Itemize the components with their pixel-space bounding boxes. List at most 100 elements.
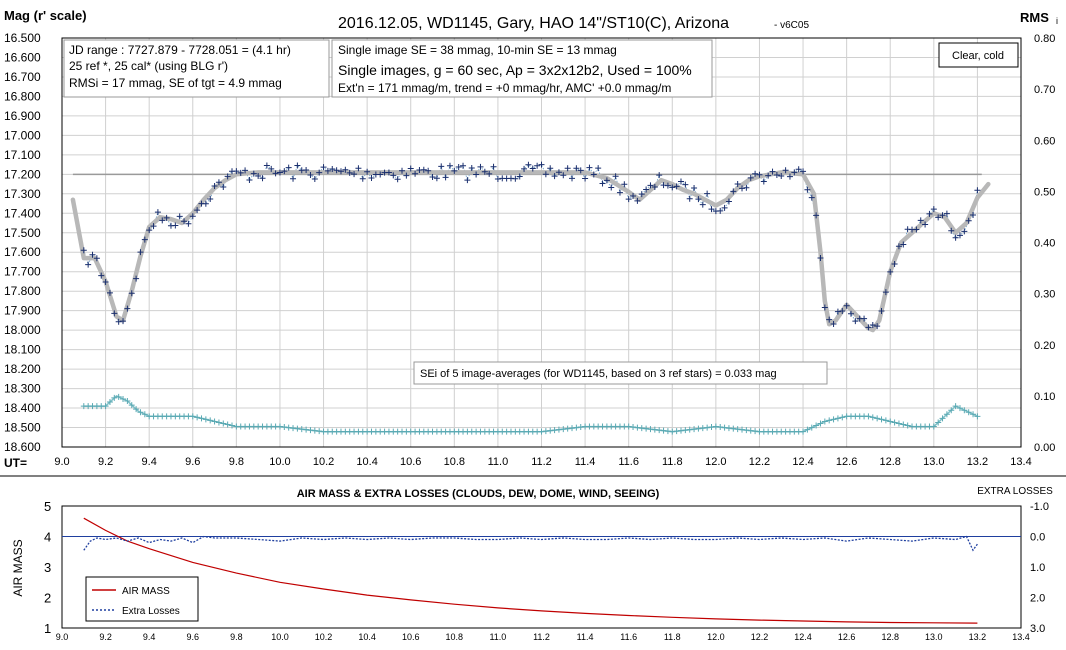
top-y-tick-label-left: 17.200 xyxy=(4,167,41,181)
mag-data-point xyxy=(612,173,619,180)
mag-data-point xyxy=(359,175,366,182)
top-ticks: 9.0 9.2 9.4 9.6 9.8 10.0 10.2 10.4 10.6 10.8 11.0 1… xyxy=(4,31,1055,468)
rms-data-point xyxy=(229,422,236,429)
mag-data-point xyxy=(486,170,493,177)
rms-data-point xyxy=(638,425,645,432)
mag-data-point xyxy=(89,251,96,258)
rms-data-point xyxy=(704,424,711,431)
rms-data-point xyxy=(207,417,214,424)
rms-data-point xyxy=(834,415,841,422)
rms-data-point xyxy=(874,415,881,422)
rms-data-point xyxy=(682,427,689,434)
mag-data-point xyxy=(237,169,244,176)
mag-data-point xyxy=(839,308,846,315)
top-x-tick-label: 10.2 xyxy=(313,456,334,468)
mag-data-point xyxy=(481,168,488,175)
top-y-tick-label-left: 18.500 xyxy=(4,421,41,435)
mag-data-point xyxy=(590,171,597,178)
mag-data-point xyxy=(207,196,214,203)
mag-data-point xyxy=(730,188,737,195)
mag-data-point xyxy=(638,191,645,198)
mag-data-point xyxy=(677,178,684,185)
rms-data-point xyxy=(551,427,558,434)
mag-data-point xyxy=(765,172,772,179)
bottom-y-tick-label-left: 4 xyxy=(44,530,51,545)
mag-data-point xyxy=(263,162,270,169)
mag-data-point xyxy=(542,171,549,178)
top-y-tick-label-right: 0.80 xyxy=(1034,33,1055,45)
mag-data-point xyxy=(625,196,632,203)
mag-data-point xyxy=(455,163,462,170)
mag-data-point xyxy=(185,220,192,227)
mag-data-point xyxy=(769,168,776,175)
mag-data-point xyxy=(948,227,955,234)
bottom-x-tick-label: 12.6 xyxy=(838,632,856,642)
mag-data-point xyxy=(551,173,558,180)
mag-data-point xyxy=(813,212,820,219)
mag-data-point xyxy=(394,176,401,183)
rms-data-point xyxy=(677,427,684,434)
rms-data-point xyxy=(930,423,937,430)
mag-data-point xyxy=(852,318,859,325)
info-line-2: 25 ref *, 25 cal* (using BLG r') xyxy=(69,59,228,73)
rms-data-point xyxy=(935,419,942,426)
top-x-tick-label: 12.0 xyxy=(705,456,726,468)
bottom-y-tick-label-left: 5 xyxy=(44,499,51,514)
mag-data-point xyxy=(120,318,127,325)
top-y-tick-label-left: 17.800 xyxy=(4,284,41,298)
mag-data-point xyxy=(970,211,977,218)
mag-data-point xyxy=(956,232,963,239)
rms-data-point xyxy=(800,428,807,435)
top-xlabel: UT= xyxy=(4,456,27,470)
mag-data-point xyxy=(194,207,201,214)
rms-data-point xyxy=(538,428,545,435)
mag-data-point xyxy=(464,177,471,184)
rms-data-point xyxy=(712,423,719,430)
mag-data-point xyxy=(826,316,833,323)
rms-data-point xyxy=(817,420,824,427)
bottom-x-tick-label: 12.4 xyxy=(794,632,812,642)
rms-data-point xyxy=(643,425,650,432)
top-y-tick-label-left: 16.800 xyxy=(4,89,41,103)
rms-data-point xyxy=(752,428,759,435)
mag-data-point xyxy=(752,170,759,177)
top-y-tick-label-left: 17.300 xyxy=(4,187,41,201)
rms-data-point xyxy=(865,413,872,420)
rms-data-point xyxy=(276,423,283,430)
rms-data-point xyxy=(128,402,135,409)
mag-data-point xyxy=(634,197,641,204)
bottom-x-tick-label: 13.4 xyxy=(1012,632,1030,642)
mag-data-point xyxy=(215,179,222,186)
mag-data-point xyxy=(246,176,253,183)
rms-data-point xyxy=(102,403,109,410)
mag-data-point xyxy=(285,164,292,171)
rms-data-point xyxy=(577,424,584,431)
mag-data-point xyxy=(800,168,807,175)
bottom-data xyxy=(62,517,1021,624)
mag-data-point xyxy=(804,186,811,193)
mag-data-point xyxy=(490,163,497,170)
top-y-tick-label-right: 0.00 xyxy=(1034,442,1055,454)
bottom-y-tick-label-right: 3.0 xyxy=(1030,623,1045,635)
mag-data-point xyxy=(564,165,571,172)
mag-data-point xyxy=(647,182,654,189)
rms-data-point xyxy=(952,403,959,410)
bottom-x-tick-label: 10.0 xyxy=(271,632,289,642)
bottom-ylabel-right: EXTRA LOSSES xyxy=(977,486,1053,497)
rms-data-point xyxy=(970,411,977,418)
mag-data-point xyxy=(555,169,562,176)
rms-data-point xyxy=(808,424,815,431)
mag-data-point xyxy=(438,163,445,170)
mag-data-point xyxy=(355,165,362,172)
rms-data-point xyxy=(656,427,663,434)
mag-data-point xyxy=(664,182,671,189)
top-y-tick-label-right: 0.30 xyxy=(1034,289,1055,301)
rms-data-point xyxy=(695,425,702,432)
mag-data-point xyxy=(124,305,131,312)
top-chart-subtitle: - v6C05 xyxy=(774,20,809,31)
mag-data-point xyxy=(943,210,950,217)
mag-data-point xyxy=(603,177,610,184)
bottom-x-tick-label: 9.6 xyxy=(187,632,200,642)
mag-data-point xyxy=(316,169,323,176)
